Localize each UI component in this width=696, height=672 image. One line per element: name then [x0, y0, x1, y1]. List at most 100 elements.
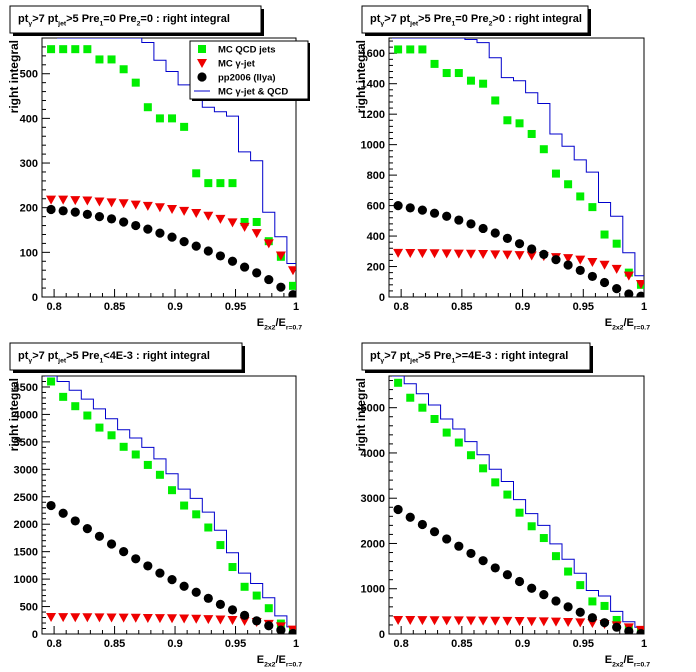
point-mc-gamma-jet	[417, 616, 428, 626]
plot-frame	[41, 375, 297, 635]
x-tick-label: 0.85	[104, 301, 125, 313]
x-tick-label: 0.85	[104, 638, 125, 650]
point-mc-qcd-jets	[527, 129, 536, 138]
point-mc-qcd-jets	[600, 230, 609, 239]
point-mc-gamma-jet	[203, 615, 214, 625]
point-mc-qcd-jets	[228, 179, 237, 188]
point-mc-gamma-jet	[599, 260, 610, 270]
point-mc-gamma-jet	[514, 251, 525, 261]
point-mc-gamma-jet	[58, 195, 69, 205]
point-mc-gamma-jet	[575, 618, 586, 628]
title-box	[361, 342, 591, 371]
series-line-mc-gamma-jet-qcd	[392, 38, 644, 277]
x-tick-label: 0.95	[573, 638, 594, 650]
text-part: jet	[409, 20, 419, 27]
point-mc-qcd-jets	[240, 582, 249, 591]
y-tick-label: 2500	[14, 492, 38, 504]
text-part: 1	[99, 357, 103, 364]
point-mc-gamma-jet	[70, 196, 81, 206]
point-mc-qcd-jets	[240, 217, 249, 226]
point-pp2006	[94, 212, 105, 222]
point-pp2006	[82, 209, 92, 219]
point-mc-gamma-jet	[106, 198, 117, 208]
text-part: 2x2	[612, 661, 624, 668]
point-pp2006	[155, 228, 165, 238]
point-pp2006	[612, 284, 622, 294]
text-part: pt	[18, 13, 29, 25]
point-pp2006	[454, 541, 464, 551]
point-mc-qcd-jets	[204, 523, 213, 532]
point-mc-gamma-jet	[502, 250, 513, 260]
point-mc-gamma-jet	[215, 214, 226, 224]
point-mc-gamma-jet	[490, 250, 501, 260]
point-mc-qcd-jets	[71, 402, 80, 411]
point-pp2006	[429, 527, 440, 537]
text-part: >5 Pre	[66, 13, 99, 25]
text-part: γ	[380, 20, 384, 27]
point-mc-qcd-jets	[564, 180, 573, 189]
title-box	[9, 342, 243, 371]
point-mc-qcd-jets	[143, 103, 152, 112]
point-pp2006	[215, 599, 226, 609]
x-tick-label: 1	[293, 301, 299, 313]
series-line-mc-gamma-jet-qcd	[45, 376, 296, 628]
point-mc-qcd-jets	[71, 45, 80, 54]
point-pp2006	[551, 255, 561, 265]
point-pp2006	[551, 596, 561, 606]
legend-swatch-circle	[197, 72, 207, 82]
point-mc-qcd-jets	[168, 486, 177, 495]
point-mc-gamma-jet	[58, 613, 69, 623]
plot-frame	[388, 37, 645, 298]
text-part: r=0.7	[286, 661, 302, 668]
point-mc-gamma-jet	[514, 617, 525, 627]
point-pp2006	[94, 531, 105, 541]
point-pp2006	[239, 262, 250, 272]
point-mc-qcd-jets	[83, 45, 92, 54]
point-mc-qcd-jets	[252, 591, 261, 600]
point-pp2006	[46, 500, 56, 511]
point-mc-qcd-jets	[155, 470, 164, 479]
text-part: <4E-3 : right integral	[103, 350, 210, 362]
y-tick-label: 0	[32, 629, 38, 641]
point-mc-qcd-jets	[491, 96, 500, 105]
point-mc-qcd-jets	[95, 423, 104, 432]
point-mc-qcd-jets	[394, 378, 403, 387]
point-mc-gamma-jet	[465, 249, 476, 259]
point-mc-gamma-jet	[575, 255, 586, 265]
x-tick-label: 0.85	[451, 301, 472, 313]
text-part: >0 : right integral	[492, 13, 582, 25]
point-mc-gamma-jet	[227, 616, 238, 626]
point-mc-qcd-jets	[168, 114, 177, 123]
point-mc-gamma-jet	[287, 266, 296, 276]
point-mc-qcd-jets	[192, 169, 201, 178]
point-mc-qcd-jets	[47, 45, 56, 54]
point-mc-qcd-jets	[430, 415, 439, 423]
text-part: /E	[623, 654, 633, 666]
point-mc-qcd-jets	[119, 65, 128, 74]
point-pp2006	[442, 211, 452, 221]
point-mc-gamma-jet	[130, 200, 141, 210]
point-pp2006	[191, 587, 201, 597]
text-part: /E	[275, 317, 285, 329]
y-tick-label: 100	[20, 247, 38, 259]
text-part: 1	[99, 20, 103, 27]
point-pp2006	[587, 613, 597, 623]
point-pp2006	[575, 265, 585, 275]
text-part: >5 Pre	[418, 13, 451, 25]
point-pp2006	[417, 205, 427, 215]
point-mc-gamma-jet	[502, 616, 513, 626]
y-tick-label: 0	[379, 629, 385, 641]
legend: MC QCD jets MC γ-jet pp2006 (Ilya) MC γ-jet…	[189, 40, 310, 101]
y-tick-label: 1000	[14, 574, 38, 586]
point-mc-qcd-jets	[228, 563, 237, 572]
point-mc-qcd-jets	[47, 377, 56, 386]
y-tick-label: 0	[32, 292, 38, 304]
plot-marks	[46, 38, 296, 297]
point-pp2006	[527, 244, 537, 254]
text-part: pt	[18, 350, 29, 362]
point-mc-qcd-jets	[588, 597, 597, 606]
point-pp2006	[624, 626, 634, 634]
chart-title: ptγ>7 ptjet>5 Pre1<4E-3 : right integral	[18, 350, 210, 364]
point-mc-gamma-jet	[142, 613, 153, 623]
